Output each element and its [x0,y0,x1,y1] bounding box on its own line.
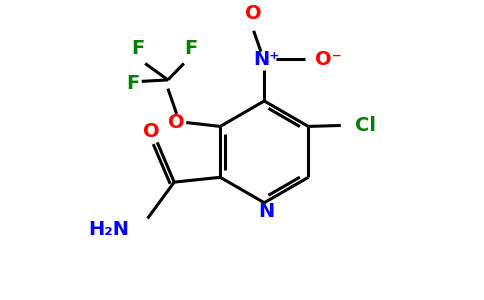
Text: O: O [168,113,185,132]
Text: Cl: Cl [355,116,376,135]
Text: O: O [143,122,160,141]
Text: O: O [245,4,262,23]
Text: F: F [126,74,140,93]
Text: F: F [131,39,145,58]
Text: H₂N: H₂N [88,220,129,238]
Text: F: F [184,39,198,58]
Text: N⁺: N⁺ [254,50,280,69]
Text: O⁻: O⁻ [316,50,342,69]
Text: N: N [258,202,275,221]
